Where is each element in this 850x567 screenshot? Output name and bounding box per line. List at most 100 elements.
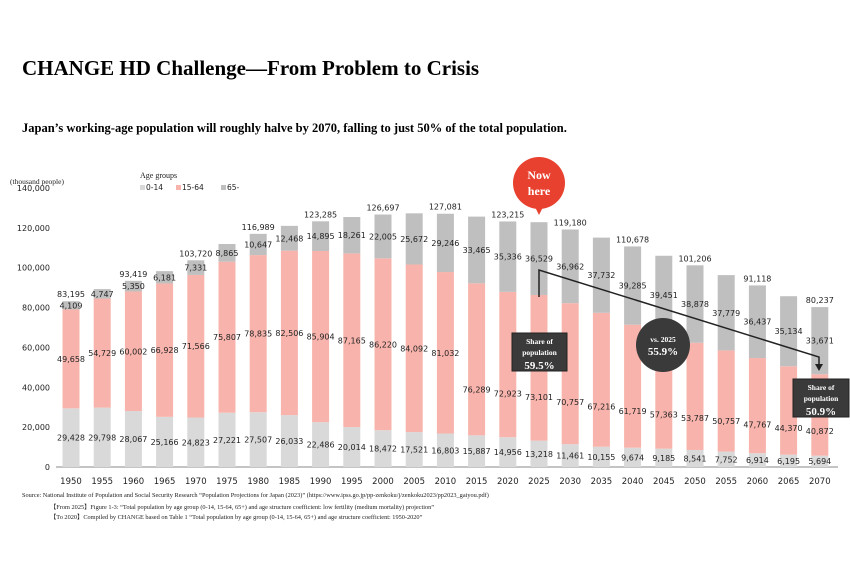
bar-65--2045 [655,255,673,335]
x-tick-label: 1995 [341,477,363,487]
data-label-0-14: 29,798 [88,433,116,442]
x-tick-label: 1965 [154,477,176,487]
legend-label-65-: 65- [227,183,240,192]
bar-65--1985 [280,225,298,251]
bar-0-14-2050 [686,449,704,467]
vs-2025-text: 55.9% [648,346,678,358]
y-tick-label: 0 [45,463,50,472]
vs-2025-circle [636,318,690,372]
data-label-15-64: 57,363 [650,410,678,419]
data-label-0-14: 15,887 [463,447,491,456]
bar-0-14-1950 [62,408,80,467]
now-here-text: here [528,184,551,198]
x-tick-label: 2015 [466,477,488,487]
source-line: 【To 2020】Compiled by CHANGE based on Tab… [50,514,423,521]
total-label: 93,419 [119,270,147,279]
bar-15-64-2050 [686,342,704,450]
data-label-65: 33,465 [463,246,491,255]
x-tick-label: 1980 [247,477,269,487]
total-label: 103,720 [179,249,212,258]
x-tick-label: 2040 [622,477,644,487]
now-here-bubble [513,157,565,209]
source-line: Source: National Institute of Population… [22,492,489,499]
x-tick-label: 2010 [435,477,457,487]
data-label-15-64: 85,904 [307,333,335,342]
data-label-65: 37,779 [712,309,740,318]
bar-15-64-2010 [436,272,454,434]
legend-title: Age groups [140,171,177,180]
data-label-0-14: 16,803 [431,446,459,455]
bar-65--2025 [530,222,548,295]
share-2070-box-text: 50.9% [806,406,836,418]
data-label-0-14: 25,166 [151,438,179,447]
bar-65--2005 [405,213,423,265]
bar-65--1970 [187,260,205,275]
x-tick-label: 2050 [684,477,706,487]
bar-15-64-2035 [592,312,610,447]
share-2025-box-text: 59.5% [524,360,554,372]
data-label-0-14: 22,486 [307,441,335,450]
bar-65--2015 [468,216,486,284]
x-tick-label: 1960 [123,477,145,487]
x-tick-label: 1950 [60,477,82,487]
bar-0-14-2030 [561,444,579,467]
bar-0-14-2060 [748,453,766,467]
data-label-65: 8,865 [216,249,239,258]
share-2025-box-text: population [522,348,557,357]
data-label-65: 35,336 [494,253,522,262]
data-label-15-64: 81,032 [431,349,459,358]
trend-line [538,268,820,366]
data-label-0-14: 17,521 [400,446,428,455]
data-label-65: 33,671 [806,337,834,346]
bar-0-14-1985 [280,415,298,467]
data-label-0-14: 11,461 [556,452,584,461]
total-label: 83,195 [57,290,85,299]
data-label-65: 39,285 [619,282,647,291]
data-label-15-64: 66,928 [151,346,179,355]
data-label-15-64: 40,872 [806,427,834,436]
data-label-15-64: 76,289 [463,386,491,395]
bar-65--2020 [499,221,517,292]
data-label-0-14: 18,472 [369,445,397,454]
x-tick-label: 2065 [778,477,800,487]
bar-0-14-2015 [468,435,486,467]
total-label: 101,206 [678,254,711,263]
data-label-15-64: 50,757 [712,417,740,426]
data-label-65: 6,181 [153,273,176,282]
legend-swatch-0-14 [140,185,145,190]
total-label: 119,180 [554,218,587,227]
bar-0-14-1965 [156,416,174,467]
y-axis-label: (thousand people) [10,177,64,186]
x-tick-label: 2025 [528,477,550,487]
data-label-15-64: 75,807 [213,333,241,342]
data-label-0-14: 28,067 [119,435,147,444]
bar-65--2035 [592,237,610,313]
bar-15-64-1955 [93,298,111,408]
data-label-65: 25,672 [400,235,428,244]
bar-65--2040 [624,246,642,325]
total-label: 123,285 [304,210,337,219]
legend-label-0-14: 0-14 [146,183,163,192]
bar-0-14-1980 [249,412,267,467]
data-label-0-14: 24,823 [182,438,210,447]
data-label-65: 14,895 [307,232,335,241]
bar-65--1960 [124,280,142,292]
data-label-65: 5,350 [122,282,145,291]
y-tick-label: 80,000 [22,304,50,313]
bar-0-14-2020 [499,437,517,467]
x-tick-label: 1990 [310,477,332,487]
x-tick-label: 1985 [279,477,301,487]
bar-15-64-1970 [187,274,205,418]
page-subtitle: Japan’s working-age population will roug… [22,121,567,135]
source-line: 【From 2025】Figure 1-3: “Total population… [50,504,435,511]
bar-0-14-2005 [405,432,423,467]
data-label-65: 39,451 [650,291,678,300]
x-tick-label: 1955 [91,477,113,487]
bar-65--2070 [811,307,829,375]
bar-65--1955 [93,289,111,299]
total-label: 91,118 [743,274,771,283]
bar-0-14-2065 [780,454,798,467]
data-label-0-14: 8,541 [684,454,707,463]
data-label-65: 10,647 [244,240,272,249]
data-label-15-64: 60,002 [119,347,147,356]
